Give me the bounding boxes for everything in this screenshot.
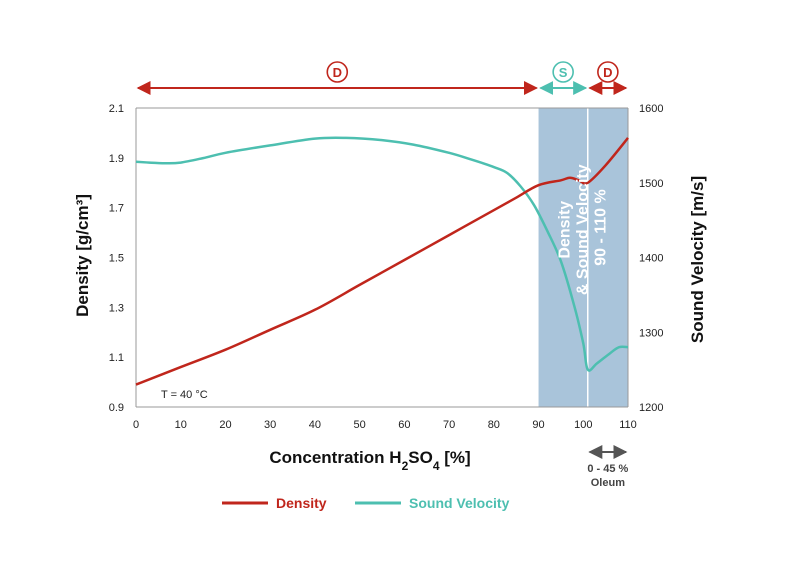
temperature-annotation: T = 40 °C (161, 389, 208, 401)
legend-density-label: Density (276, 495, 327, 511)
band-label-line2: & Sound Velocity (574, 164, 591, 295)
x-axis-title-sub2: 4 (433, 459, 440, 473)
sound-velocity-line (135, 136, 629, 372)
y-right-tick-label: 1300 (639, 327, 663, 339)
x-axis-title-main: Concentration H (269, 448, 401, 467)
x-axis-title: Concentration H2SO4 [%] (269, 448, 470, 473)
y-left-tick-label: 2.1 (109, 103, 124, 115)
region-badge (552, 61, 574, 83)
y-left-tick-label: 0.9 (109, 402, 124, 414)
x-tick-label: 100 (574, 419, 592, 431)
x-tick-label: 10 (175, 419, 187, 431)
x-tick-label: 110 (619, 419, 637, 431)
region-letter: D (333, 65, 342, 80)
legend-sound-velocity-label: Sound Velocity (409, 495, 510, 511)
y-left-tick-label: 1.3 (109, 302, 124, 314)
x-axis-title-sub1: 2 (402, 459, 409, 473)
y-left-tick-label: 1.5 (109, 253, 124, 265)
x-tick-label: 50 (354, 419, 366, 431)
band-label-line3: 90 - 110 % (592, 189, 609, 266)
x-tick-label: 90 (532, 419, 544, 431)
legend: Density Sound Velocity (222, 495, 510, 511)
y-left-tick-labels: 0.9 1.1 1.3 1.5 1.7 1.9 2.1 (109, 103, 124, 414)
region-badge (326, 61, 349, 83)
x-tick-label: 0 (133, 419, 139, 431)
y-right-tick-label: 1500 (639, 178, 663, 190)
x-tick-label: 80 (488, 419, 500, 431)
band-label: Density & Sound Velocity 90 - 110 % (556, 160, 609, 295)
region-letter: D (603, 65, 612, 80)
x-tick-label: 70 (443, 419, 455, 431)
y-right-tick-label: 1600 (639, 103, 663, 115)
x-tick-label: 60 (398, 419, 410, 431)
region-letter: S (559, 65, 568, 80)
density-line (135, 137, 629, 386)
x-tick-label: 30 (264, 419, 276, 431)
y-left-tick-label: 1.9 (109, 153, 124, 165)
x-tick-label: 40 (309, 419, 321, 431)
y-left-tick-label: 1.1 (109, 352, 124, 364)
x-axis-title-mid: SO (408, 448, 433, 467)
oleum-label: Oleum (591, 477, 625, 489)
x-tick-labels: 0 10 20 30 40 50 60 70 80 90 100 110 (133, 419, 637, 431)
y-axis-left-title: Density [g/cm³] (73, 194, 92, 317)
x-tick-label: 20 (219, 419, 231, 431)
band-label-line1: Density (556, 201, 573, 259)
y-right-tick-labels: 1200 1300 1400 1500 1600 (639, 103, 663, 414)
y-left-tick-label: 1.7 (109, 203, 124, 215)
x-axis-title-end: [%] (440, 448, 471, 467)
oleum-range-label: 0 - 45 % (587, 463, 628, 475)
y-axis-right-title: Sound Velocity [m/s] (688, 176, 707, 343)
y-right-tick-label: 1400 (639, 253, 663, 265)
region-badge (597, 61, 619, 83)
y-right-tick-label: 1200 (639, 402, 663, 414)
